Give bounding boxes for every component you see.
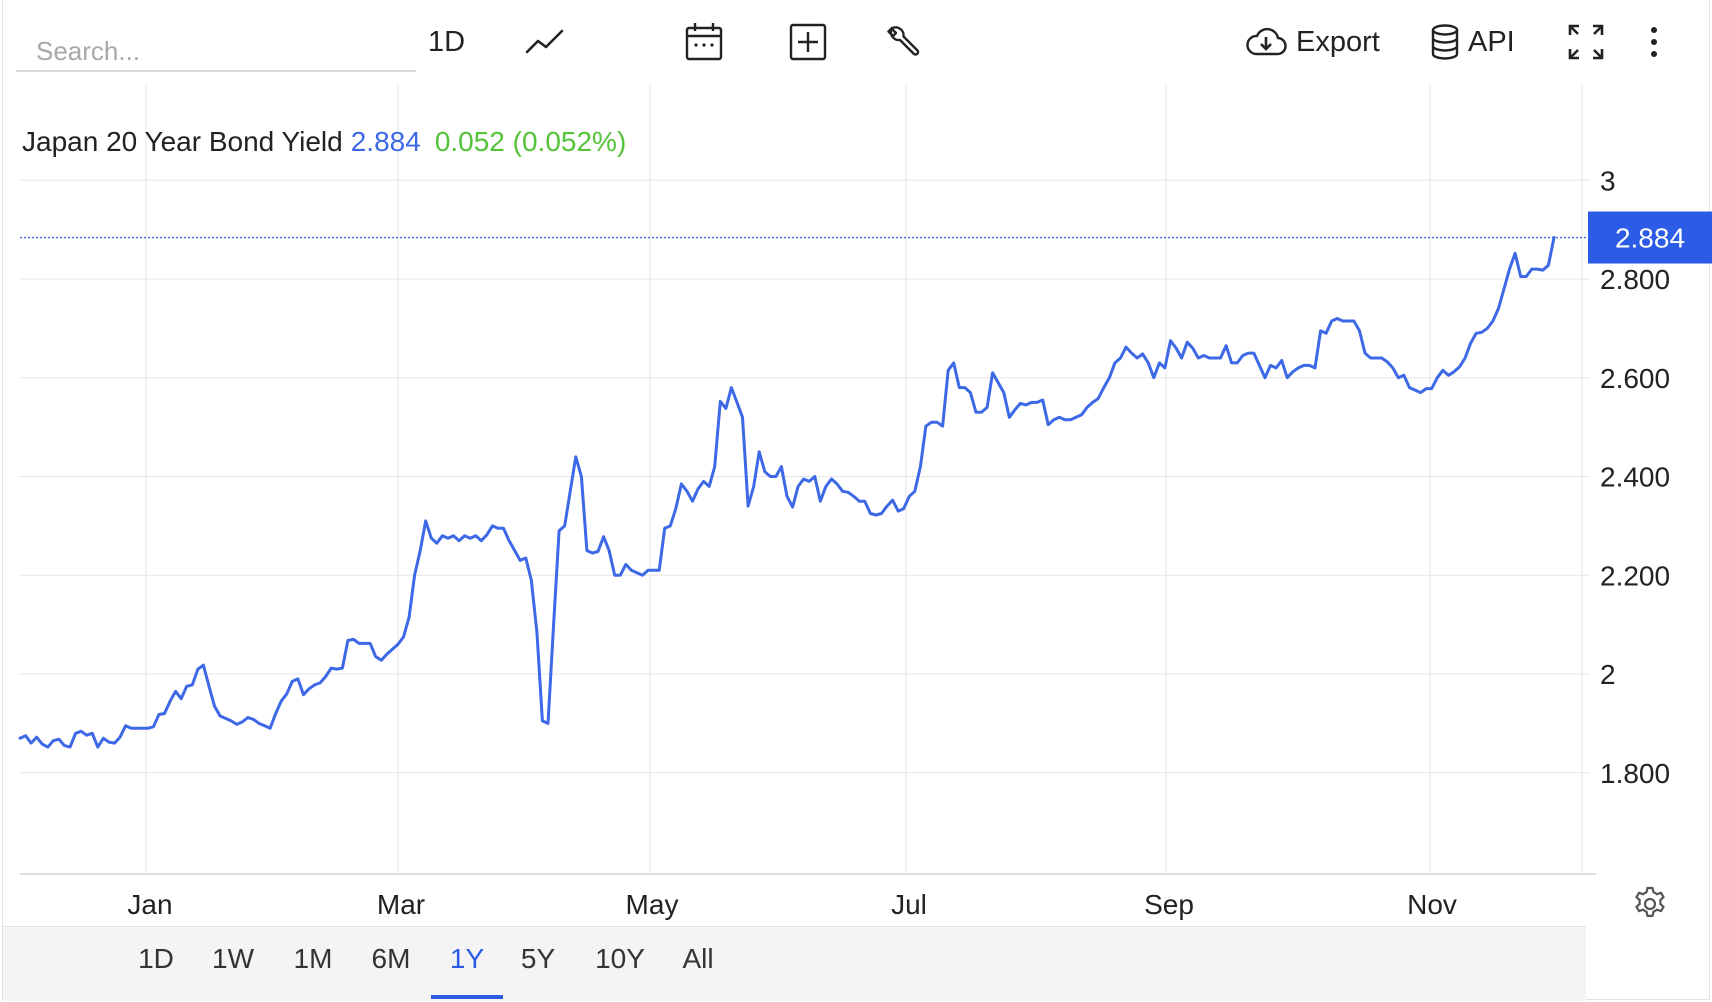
chart-type-button[interactable] — [524, 18, 566, 66]
gear-icon — [1630, 886, 1670, 928]
wrench-icon — [882, 22, 922, 62]
date-range-button[interactable] — [684, 18, 724, 66]
x-tick-label: May — [626, 889, 679, 920]
y-tick-label: 2.800 — [1600, 264, 1670, 295]
database-icon — [1430, 23, 1460, 61]
x-tick-label: Sep — [1144, 889, 1194, 920]
chart-canvas: 1.800 2 2.200 2.400 2.600 2.800 3 Jan Mar May Jul… — [18, 84, 1712, 920]
active-range-underline — [431, 995, 503, 999]
vertical-dots-icon — [1646, 22, 1662, 62]
compare-button[interactable] — [788, 18, 828, 66]
range-tab-10y[interactable]: 10Y — [595, 943, 645, 974]
interval-label: 1D — [428, 25, 466, 58]
price-tag-text: 2.884 — [1615, 223, 1685, 254]
y-tick-label: 3 — [1600, 165, 1616, 196]
vertical-grid — [145, 84, 1583, 874]
api-label: API — [1468, 25, 1515, 58]
x-tick-label: Mar — [377, 889, 425, 920]
search-input[interactable] — [16, 18, 416, 72]
plus-square-icon — [788, 22, 828, 62]
range-tab-1d[interactable]: 1D — [138, 943, 174, 974]
horizontal-grid — [20, 179, 1596, 875]
toolbar: 1D Export API — [0, 0, 1712, 84]
export-label: Export — [1296, 25, 1380, 58]
x-axis-labels: Jan Mar May Jul Sep Nov — [127, 889, 1456, 920]
range-tab-1y[interactable]: 1Y — [449, 943, 485, 974]
series-group — [18, 236, 1556, 749]
legend-change: 0.052 (0.052%) — [434, 126, 627, 157]
export-button[interactable]: Export — [1244, 18, 1380, 66]
range-tab-6m[interactable]: 6M — [371, 943, 411, 974]
y-tick-label: 1.800 — [1600, 758, 1670, 789]
fullscreen-button[interactable] — [1566, 18, 1606, 66]
cloud-download-icon — [1244, 24, 1288, 60]
range-tab-1w[interactable]: 1W — [212, 943, 254, 974]
y-tick-label: 2 — [1600, 659, 1616, 690]
range-selector: 1D 1W 1M 6M 1Y 5Y 10Y All — [3, 926, 1586, 1001]
y-tick-label: 2.600 — [1600, 363, 1670, 394]
legend-last-value: 2.884 — [350, 126, 421, 157]
x-tick-label: Jul — [891, 889, 927, 920]
chart-area[interactable]: 1.800 2 2.200 2.400 2.600 2.800 3 Jan Mar May Jul… — [0, 84, 1712, 924]
range-tab-all[interactable]: All — [682, 943, 714, 974]
api-button[interactable]: API — [1430, 18, 1515, 66]
y-tick-label: 2.400 — [1600, 462, 1670, 493]
y-tick-label: 2.200 — [1600, 560, 1670, 591]
interval-button[interactable]: 1D — [428, 18, 465, 66]
price-tag-group: 2.884 — [20, 211, 1712, 264]
y-axis-labels: 1.800 2 2.200 2.400 2.600 2.800 3 — [1600, 165, 1670, 789]
range-tab-5y[interactable]: 5Y — [520, 943, 556, 974]
series-line — [18, 236, 1556, 749]
chart-legend: Japan 20 Year Bond Yield 2.884 0.052 (0.05… — [22, 126, 626, 158]
legend-series-name: Japan 20 Year Bond Yield — [22, 126, 343, 157]
price-tag — [1588, 211, 1712, 264]
calendar-icon — [684, 21, 724, 63]
line-chart-icon — [524, 24, 566, 60]
x-tick-label: Jan — [127, 889, 172, 920]
tools-button[interactable] — [882, 18, 922, 66]
x-tick-label: Nov — [1407, 889, 1457, 920]
expand-icon — [1566, 22, 1606, 62]
range-tab-1m[interactable]: 1M — [293, 943, 333, 974]
more-menu-button[interactable] — [1646, 18, 1662, 66]
settings-button[interactable] — [1630, 884, 1670, 924]
